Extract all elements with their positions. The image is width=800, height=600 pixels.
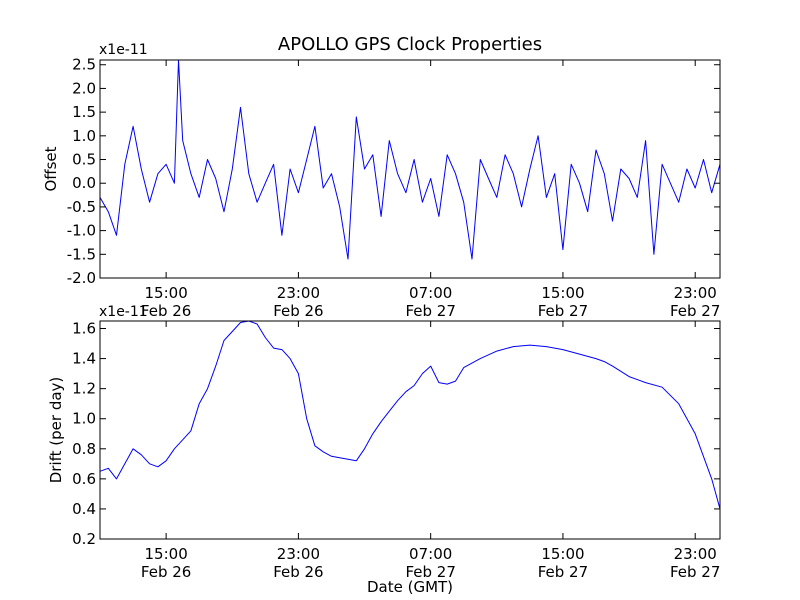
chart-title: APOLLO GPS Clock Properties [278,34,542,55]
offset-x-tick-date: Feb 27 [670,302,720,320]
offset-x-tick-date: Feb 26 [273,302,323,320]
offset-x-tick-time: 23:00 [277,284,320,302]
offset-y-tick-label: 1.5 [72,103,96,121]
offset-x-tick-date: Feb 27 [405,302,455,320]
drift-y-tick-label: 0.2 [72,530,96,548]
offset-x-tick-time: 15:00 [145,284,188,302]
drift-x-tick-time: 23:00 [277,545,320,563]
drift-y-tick-label: 0.6 [72,470,96,488]
drift-y-tick-label: 1.4 [72,350,96,368]
drift-x-tick-date: Feb 26 [273,563,323,581]
drift-axes-frame [99,320,721,540]
drift-x-tick-time: 15:00 [541,545,584,563]
drift-x-tick-time: 15:00 [145,545,188,563]
offset-x-tick-date: Feb 26 [141,302,191,320]
offset-y-tick-label: -0.5 [67,198,96,216]
drift-x-tick-time: 23:00 [674,545,717,563]
drift-panel: x1e-11 Drift (per day) 1.6 1.4 1.2 1.0 0.8 0.… [47,304,721,581]
drift-x-tick-time: 07:00 [409,545,452,563]
offset-y-axis-label: Offset [42,146,60,191]
drift-x-tick-date: Feb 27 [538,563,588,581]
offset-axes-frame [99,59,721,279]
offset-x-tick-time: 23:00 [674,284,717,302]
offset-y-tick-label: -2.0 [67,269,96,287]
offset-y-tick-label: 0.0 [72,174,96,192]
drift-x-tick-date: Feb 27 [670,563,720,581]
drift-y-tick-label: 1.6 [72,320,96,338]
offset-y-tick-label: -1.0 [67,222,96,240]
drift-scale-label: x1e-11 [99,304,148,320]
offset-y-tick-label: 1.0 [72,127,96,145]
offset-x-tick-date: Feb 27 [538,302,588,320]
drift-y-tick-label: 0.8 [72,440,96,458]
offset-panel: x1e-11 Offset 2.5 2.0 1.5 1.0 0.5 0.0 -0.5 -1.0… [42,42,721,320]
offset-scale-label: x1e-11 [99,42,148,58]
offset-y-tick-label: -1.5 [67,245,96,263]
drift-y-axis-label: Drift (per day) [47,377,65,484]
drift-y-tick-label: 1.0 [72,410,96,428]
drift-x-tick-date: Feb 26 [141,563,191,581]
drift-y-tick-label: 1.2 [72,380,96,398]
x-axis-label: Date (GMT) [367,578,453,596]
drift-x-tick-date: Feb 27 [405,563,455,581]
offset-x-tick-time: 15:00 [541,284,584,302]
offset-y-tick-label: 2.0 [72,79,96,97]
offset-y-tick-label: 2.5 [72,56,96,74]
drift-series-line [99,320,721,510]
drift-y-tick-label: 0.4 [72,500,96,518]
offset-y-tick-label: 0.5 [72,151,96,169]
offset-axis-ticks: 2.52.01.51.00.50.0-0.5-1.0-1.5-2.015:00F… [67,56,721,320]
offset-series-line [99,59,721,260]
drift-plot-area [99,320,721,510]
offset-plot-area [99,59,721,260]
offset-x-tick-time: 07:00 [409,284,452,302]
